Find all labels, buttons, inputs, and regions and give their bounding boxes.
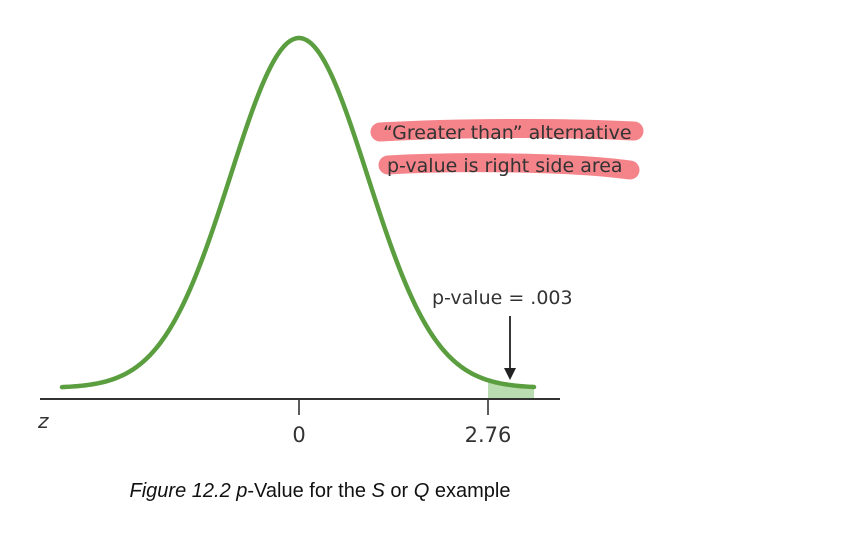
caption-text-3: example — [429, 480, 511, 502]
caption-q: Q — [413, 480, 430, 502]
highlight-stroke-2 — [378, 153, 640, 180]
tick-label-critical: 2.76 — [465, 423, 512, 447]
highlight-stroke-1 — [370, 118, 644, 142]
annotation-line-2: p-value is right side area — [387, 155, 623, 177]
caption-s: S — [371, 480, 385, 502]
caption-text-1: -Value for the — [247, 480, 372, 502]
pvalue-label: p-value = .003 — [432, 287, 573, 309]
annotation-line-1: “Greater than” alternative — [383, 122, 632, 144]
caption-figure-number: Figure 12.2 — [129, 480, 237, 502]
axis-variable-label: z — [37, 409, 49, 433]
normal-distribution-curve — [59, 35, 537, 390]
pvalue-arrow-head — [504, 368, 516, 380]
tick-label-zero: 0 — [292, 423, 305, 447]
caption-text-2: or — [384, 480, 414, 502]
figure-caption: Figure 12.2 p-Value for the S or Q examp… — [0, 480, 640, 503]
caption-p: p — [236, 480, 248, 502]
